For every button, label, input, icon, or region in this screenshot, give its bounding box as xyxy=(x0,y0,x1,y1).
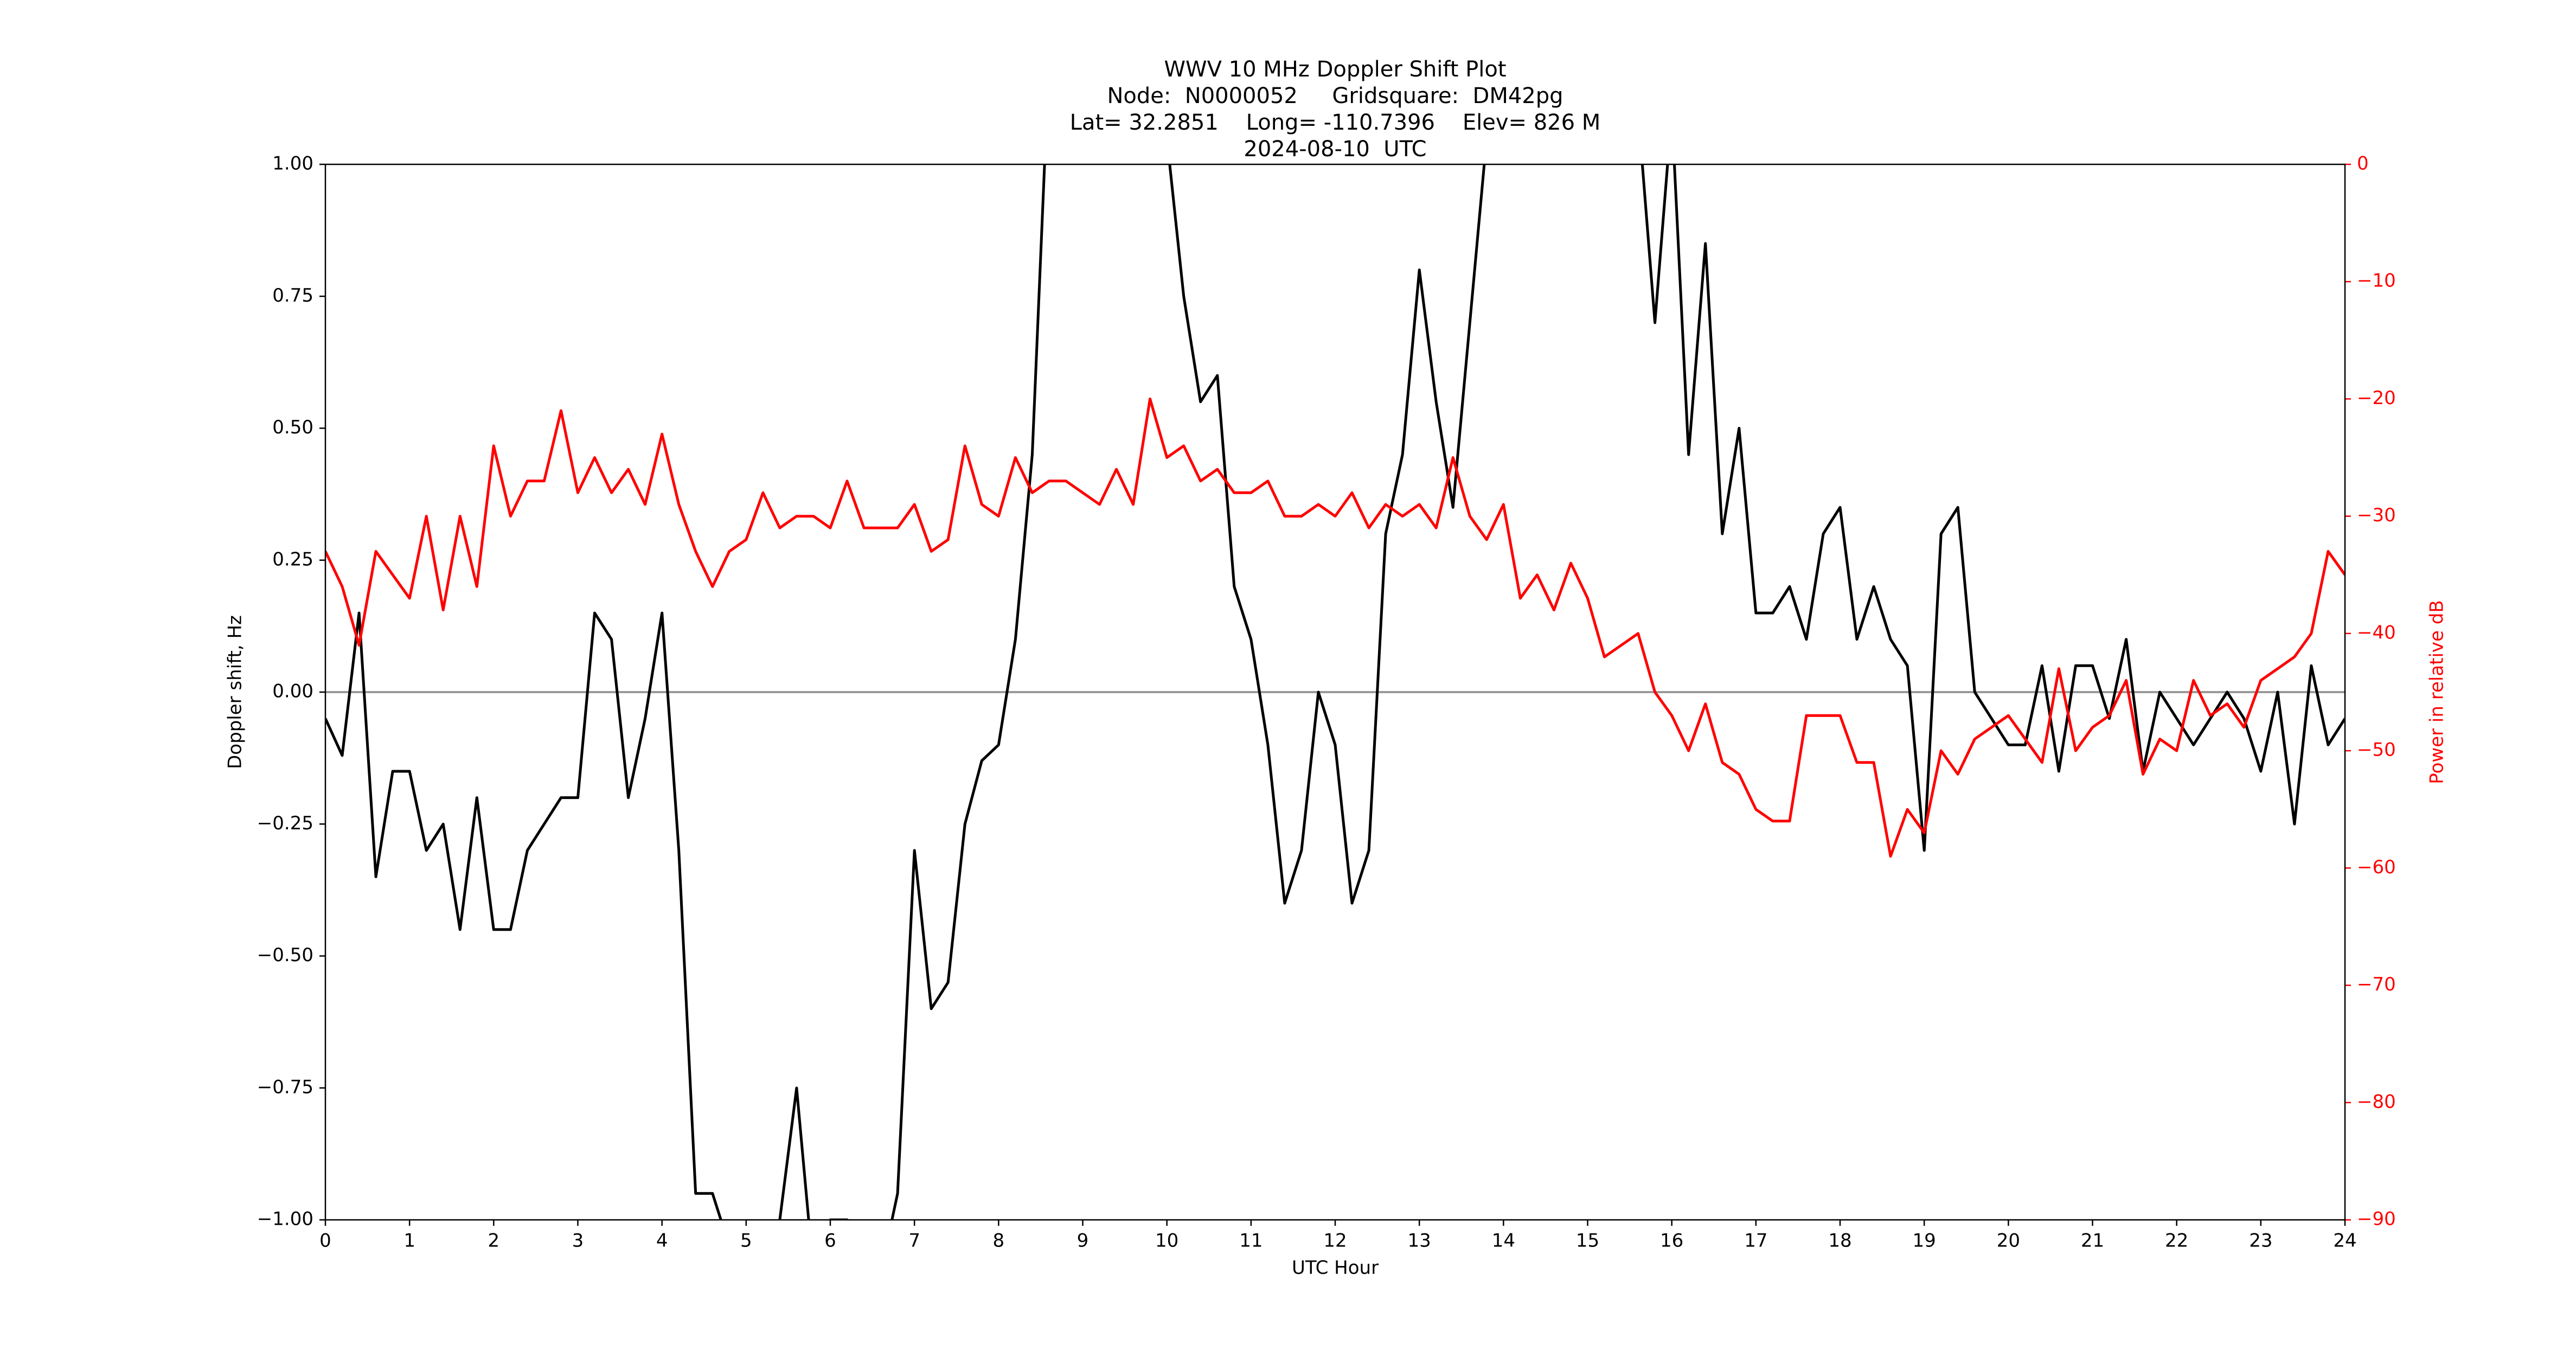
x-tick-label: 11 xyxy=(1239,1230,1263,1252)
y2-tick-label: −60 xyxy=(2357,856,2396,878)
x-tick-label: 1 xyxy=(403,1230,415,1252)
x-tick-label: 17 xyxy=(1744,1230,1767,1252)
x-tick-label: 8 xyxy=(993,1230,1005,1252)
x-tick-label: 12 xyxy=(1323,1230,1347,1252)
x-tick-label: 2 xyxy=(488,1230,500,1252)
x-tick-label: 7 xyxy=(908,1230,920,1252)
series-line xyxy=(325,397,2345,858)
x-tick-label: 15 xyxy=(1576,1230,1599,1252)
x-tick-label: 20 xyxy=(1997,1230,2020,1252)
y2-tick-label: −70 xyxy=(2357,974,2396,995)
y2-tick-label: −50 xyxy=(2357,739,2396,761)
x-tick-label: 0 xyxy=(319,1230,331,1252)
y-tick-label: 0.75 xyxy=(272,285,313,306)
x-tick-label: 14 xyxy=(1492,1230,1515,1252)
chart-title: WWV 10 MHz Doppler Shift Plot xyxy=(1164,57,1506,82)
x-tick-label: 5 xyxy=(740,1230,752,1252)
chart-title: Node: N0000052 Gridsquare: DM42pg xyxy=(1107,84,1563,108)
x-axis-label: UTC Hour xyxy=(1292,1257,1379,1279)
x-tick-label: 4 xyxy=(656,1230,668,1252)
x-tick-label: 13 xyxy=(1408,1230,1431,1252)
y-tick-label: −1.00 xyxy=(257,1208,313,1230)
y2-tick-label: −20 xyxy=(2357,387,2396,409)
x-tick-label: 18 xyxy=(1828,1230,1851,1252)
y2-tick-label: −40 xyxy=(2357,622,2396,643)
x-tick-label: 10 xyxy=(1155,1230,1178,1252)
y-axis-label: Doppler shift, Hz xyxy=(225,615,246,769)
y-tick-label: 0.50 xyxy=(272,417,313,438)
y2-tick-label: −80 xyxy=(2357,1091,2396,1112)
plot-area xyxy=(325,164,2345,1220)
x-tick-label: 16 xyxy=(1660,1230,1683,1252)
chart-title: Lat= 32.2851 Long= -110.7396 Elev= 826 M xyxy=(1070,110,1601,135)
y2-tick-label: −30 xyxy=(2357,504,2396,526)
x-tick-label: 23 xyxy=(2249,1230,2272,1252)
y-tick-label: −0.50 xyxy=(257,944,313,966)
y2-tick-label: 0 xyxy=(2357,153,2369,175)
x-tick-label: 3 xyxy=(572,1230,584,1252)
y-tick-label: 0.00 xyxy=(272,681,313,702)
x-tick-label: 9 xyxy=(1077,1230,1089,1252)
x-tick-label: 24 xyxy=(2333,1230,2356,1252)
y2-axis-label: Power in relative dB xyxy=(2426,600,2448,784)
y-tick-label: −0.75 xyxy=(257,1076,313,1098)
x-tick-label: 6 xyxy=(824,1230,836,1252)
y-tick-label: 1.00 xyxy=(272,153,313,175)
x-tick-label: 21 xyxy=(2081,1230,2104,1252)
y2-tick-label: −10 xyxy=(2357,270,2396,292)
x-tick-label: 19 xyxy=(1913,1230,1936,1252)
plot-frame xyxy=(324,163,2346,1221)
y-tick-label: −0.25 xyxy=(257,813,313,834)
chart-title: 2024-08-10 UTC xyxy=(1244,137,1426,162)
y2-tick-label: −90 xyxy=(2357,1208,2396,1230)
series-line xyxy=(325,164,2345,1220)
y-tick-label: 0.25 xyxy=(272,548,313,570)
x-tick-label: 22 xyxy=(2165,1230,2188,1252)
